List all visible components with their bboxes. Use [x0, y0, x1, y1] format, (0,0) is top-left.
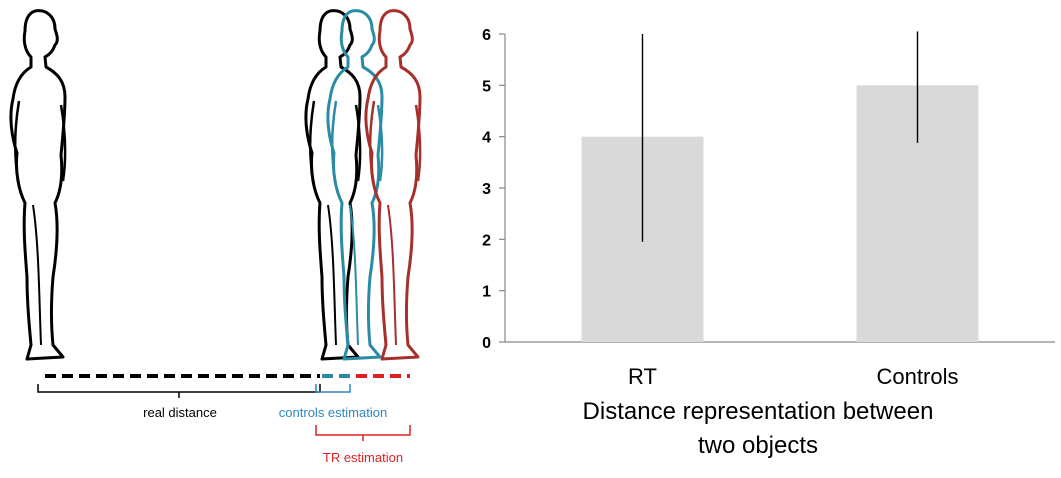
- y-tick-label: 4: [482, 130, 491, 147]
- y-tick-label: 6: [482, 27, 491, 44]
- x-category-label: RT: [628, 364, 657, 389]
- tr-estimate-person: [364, 9, 422, 361]
- illustration-svg: real distance controls estimation TR est…: [9, 9, 422, 465]
- chart-caption-line-2: two objects: [697, 432, 819, 459]
- bar-chart-panel: 0 1 2 3 4 5 6 RT Controls Distance representati…: [455, 0, 1061, 473]
- real-position-person: [304, 9, 362, 361]
- chart-error-bars: [641, 31, 919, 242]
- chart-bars: [581, 85, 979, 342]
- real-distance-label: real distance: [143, 405, 217, 420]
- y-tick-label: 0: [482, 335, 491, 352]
- chart-caption-line-1: Distance representation between: [582, 398, 934, 425]
- controls-estimation-label: controls estimation: [279, 405, 387, 420]
- y-tick-label: 2: [482, 232, 491, 249]
- real-distance-bracket: [37, 384, 321, 393]
- y-tick-label: 3: [482, 181, 491, 198]
- chart-labels: RT Controls: [628, 364, 958, 389]
- distance-illustration: real distance controls estimation TR est…: [0, 0, 450, 473]
- x-category-label: Controls: [877, 364, 959, 389]
- reference-person: [9, 9, 67, 361]
- bar-chart: 0 1 2 3 4 5 6 RT Controls: [482, 27, 1055, 389]
- controls-estimation-bracket: [315, 384, 351, 393]
- tr-estimation-bracket: [315, 425, 411, 436]
- y-tick-label: 1: [482, 284, 491, 301]
- y-tick-label: 5: [482, 78, 491, 95]
- tr-estimation-label: TR estimation: [323, 450, 403, 465]
